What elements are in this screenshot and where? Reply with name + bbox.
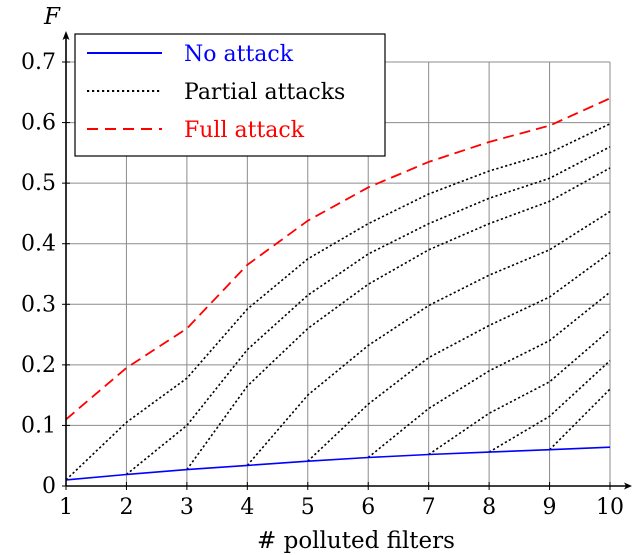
grid — [66, 61, 611, 486]
axes — [62, 31, 632, 490]
x-tick-label: 7 — [422, 495, 436, 520]
series-line-partial-attack — [428, 329, 611, 456]
y-tick-label: 0.4 — [21, 232, 56, 257]
series-line-full-attack — [65, 97, 611, 421]
x-tick-label: 9 — [543, 495, 557, 520]
x-tick-label: 3 — [180, 495, 194, 520]
legend-label: Partial attacks — [184, 80, 345, 105]
x-tick-label: 5 — [301, 495, 315, 520]
x-tick-label: 6 — [361, 495, 375, 520]
y-axis-arrow — [62, 31, 70, 40]
legend: No attack Partial attacks Full attack — [74, 33, 386, 157]
series-line-partial-attack — [246, 210, 611, 466]
series-line-partial-attack — [186, 167, 611, 471]
legend-box — [74, 33, 386, 157]
x-axis-label: # polluted filters — [257, 528, 455, 554]
x-tick-label: 1 — [59, 495, 73, 520]
series-line-partial-attack — [367, 291, 611, 459]
y-tick-label: 0.7 — [21, 50, 56, 75]
legend-label: Full attack — [184, 118, 305, 143]
y-tick-label: 0.3 — [21, 292, 56, 317]
series-line-partial-attack — [65, 123, 611, 481]
series-layer — [65, 97, 611, 481]
series-line-partial-attack — [307, 252, 611, 462]
y-tick-label: 0 — [42, 474, 56, 499]
y-axis-label: F — [43, 4, 61, 30]
x-axis-arrow — [624, 482, 632, 490]
x-tick-label: 8 — [482, 495, 496, 520]
x-tick-label: 10 — [596, 495, 624, 520]
y-tick-label: 0.6 — [21, 111, 56, 136]
x-tick-label: 4 — [240, 495, 254, 520]
x-tick-label: 2 — [119, 495, 133, 520]
legend-label: No attack — [184, 42, 294, 67]
y-tick-label: 0.2 — [21, 353, 56, 378]
y-tick-label: 0.1 — [21, 413, 56, 438]
series-line-partial-attack — [488, 360, 611, 453]
series-line-no-attack — [65, 446, 611, 481]
series-line-partial-attack — [549, 388, 611, 451]
y-tick-label: 0.5 — [21, 171, 56, 196]
tick-labels: 1 2 3 4 5 6 7 8 9 10 0 0.1 0.2 0.3 0.4 0.5 0.6 0.7 — [21, 50, 624, 520]
